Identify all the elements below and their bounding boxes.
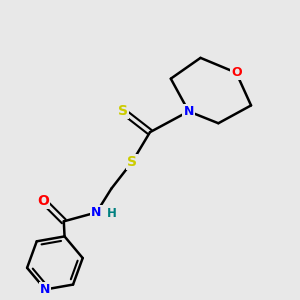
Text: O: O [231, 66, 242, 79]
Text: N: N [40, 283, 50, 296]
Text: H: H [106, 207, 116, 220]
Text: N: N [91, 206, 102, 219]
Text: S: S [127, 155, 137, 169]
Text: O: O [37, 194, 49, 208]
Text: S: S [118, 104, 128, 118]
Text: N: N [184, 105, 194, 118]
